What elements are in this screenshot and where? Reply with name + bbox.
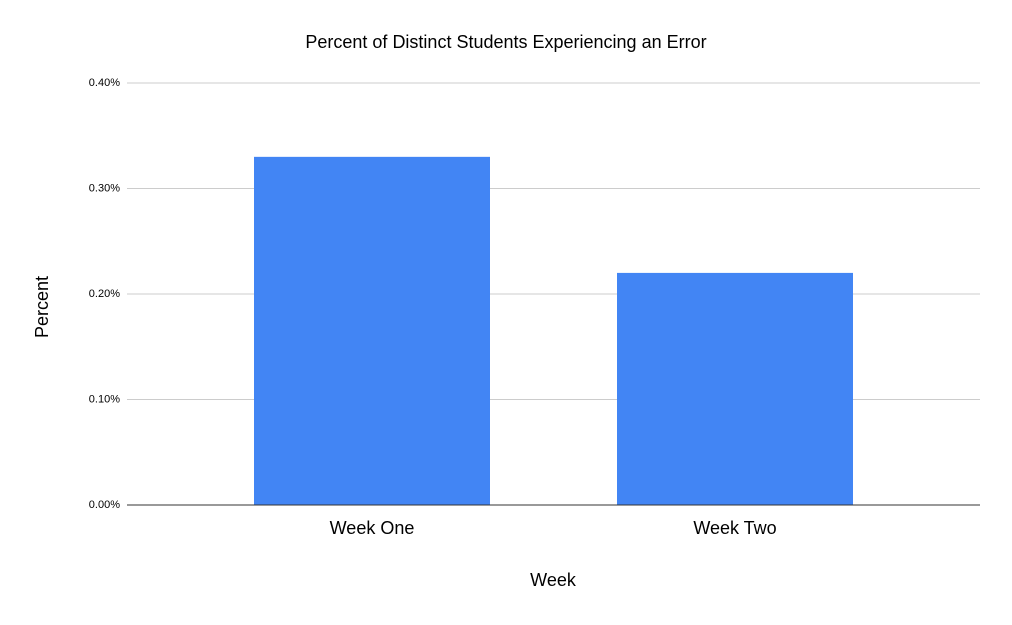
bar: [254, 156, 490, 505]
y-tick-label: 0.00%: [89, 499, 120, 511]
x-axis-label: Week: [530, 570, 577, 590]
bar: [617, 272, 853, 505]
x-tick-label: Week Two: [693, 518, 776, 538]
x-tick-label: Week One: [330, 518, 415, 538]
chart-title: Percent of Distinct Students Experiencin…: [305, 32, 706, 52]
y-tick-label: 0.10%: [89, 393, 120, 405]
y-axis-label: Percent: [32, 276, 52, 338]
y-tick-label: 0.30%: [89, 182, 120, 194]
y-tick-label: 0.20%: [89, 288, 120, 300]
y-tick-label: 0.40%: [89, 77, 120, 89]
